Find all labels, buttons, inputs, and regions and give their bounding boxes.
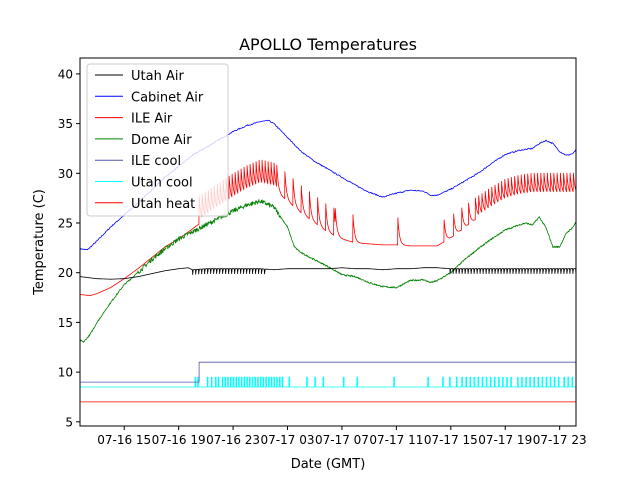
legend-item-cabinet-air: Cabinet Air (95, 90, 204, 105)
series-line-ile-air (80, 159, 576, 296)
legend-label: ILE cool (131, 154, 181, 169)
legend-item-dome-air: Dome Air (95, 133, 192, 148)
x-tick-label: 07-17 11 (369, 433, 423, 447)
legend-item-utah-cool: Utah cool (95, 176, 193, 191)
x-tick-label: 07-17 03 (261, 433, 315, 447)
y-tick-label: 25 (58, 217, 73, 231)
x-tick-label: 07-17 15 (424, 433, 478, 447)
legend-label: Cabinet Air (131, 90, 204, 105)
series-line-ile-cool (80, 361, 576, 383)
chart-title: APOLLO Temperatures (239, 35, 417, 54)
legend-item-utah-heat: Utah heat (95, 197, 195, 212)
y-axis: 5 10 15 20 25 30 35 40 (58, 67, 80, 429)
legend-item-ile-cool: ILE cool (95, 154, 181, 169)
series-line-utah-cool (80, 376, 576, 388)
series-line-dome-air (80, 199, 576, 343)
x-axis: 07-16 15 07-16 19 07-16 23 07-17 03 07-17 07… (97, 426, 587, 447)
legend-label: Utah cool (131, 176, 193, 191)
series-line-utah-air (80, 267, 576, 280)
y-tick-label: 5 (65, 415, 73, 429)
x-tick-label: 07-17 23 (533, 433, 587, 447)
y-tick-label: 35 (58, 117, 73, 131)
y-axis-label: Temperature (C) (32, 189, 47, 296)
y-tick-label: 10 (58, 366, 73, 380)
x-tick-label: 07-17 07 (315, 433, 369, 447)
legend-item-ile-air: ILE Air (95, 112, 173, 127)
x-axis-label: Date (GMT) (291, 457, 366, 472)
x-tick-label: 07-16 19 (152, 433, 206, 447)
y-tick-label: 30 (58, 167, 73, 181)
legend-box (86, 63, 229, 217)
legend-label: Dome Air (131, 133, 192, 148)
x-tick-label: 07-16 15 (97, 433, 151, 447)
legend-item-utah-air: Utah Air (95, 69, 184, 84)
plot-frame (79, 57, 577, 427)
x-tick-label: 07-17 19 (478, 433, 532, 447)
y-tick-label: 20 (58, 266, 73, 280)
y-tick-label: 15 (58, 316, 73, 330)
legend: Utah Air Cabinet Air ILE Air Dome Air ILE co… (86, 63, 229, 217)
legend-label: Utah heat (131, 197, 195, 212)
x-tick-label: 07-16 23 (206, 433, 260, 447)
legend-label: Utah Air (131, 69, 184, 84)
y-tick-label: 40 (58, 67, 73, 81)
legend-label: ILE Air (131, 112, 173, 127)
